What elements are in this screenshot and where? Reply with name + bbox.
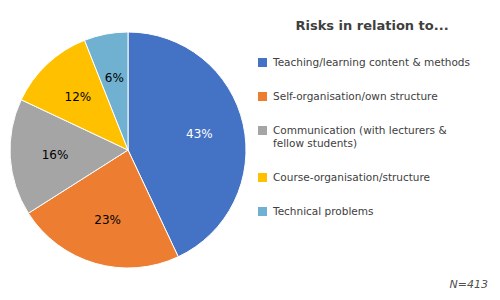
data-label: 6% — [105, 71, 124, 85]
data-label: 12% — [65, 90, 92, 104]
legend-label-line: Communication (with lecturers & — [273, 124, 447, 136]
annotation: N=413 — [450, 278, 488, 291]
legend: Teaching/learning content & methods Self-… — [258, 56, 470, 217]
title: Risks in relation to... — [295, 18, 448, 33]
legend-label-line: Course-organisation/structure — [273, 171, 430, 183]
legend-label: Teaching/learning content & methods — [272, 56, 470, 68]
legend-label: Communication (with lecturers &fellow st… — [273, 124, 447, 149]
chart: 43% 23% 16% 12% 6% Risks in relation to... Tea… — [0, 0, 500, 300]
legend-label: Course-organisation/structure — [273, 171, 430, 183]
data-label: 16% — [42, 148, 69, 162]
pie-labels: 43% 23% 16% 12% 6% — [42, 71, 213, 227]
legend-label-line: Self-organisation/own structure — [273, 90, 438, 102]
legend-swatch — [258, 58, 267, 67]
legend-swatch — [258, 207, 267, 216]
legend-label-line: Technical problems — [272, 205, 373, 217]
legend-swatch — [258, 92, 267, 101]
legend-swatch — [258, 126, 267, 135]
legend-label: Self-organisation/own structure — [273, 90, 438, 102]
legend-swatch — [258, 173, 267, 182]
data-label: 43% — [186, 127, 213, 141]
legend-label-line: fellow students) — [273, 137, 357, 149]
pie — [10, 32, 246, 268]
legend-label: Technical problems — [272, 205, 373, 217]
data-label: 23% — [94, 213, 121, 227]
legend-label-line: Teaching/learning content & methods — [272, 56, 470, 68]
